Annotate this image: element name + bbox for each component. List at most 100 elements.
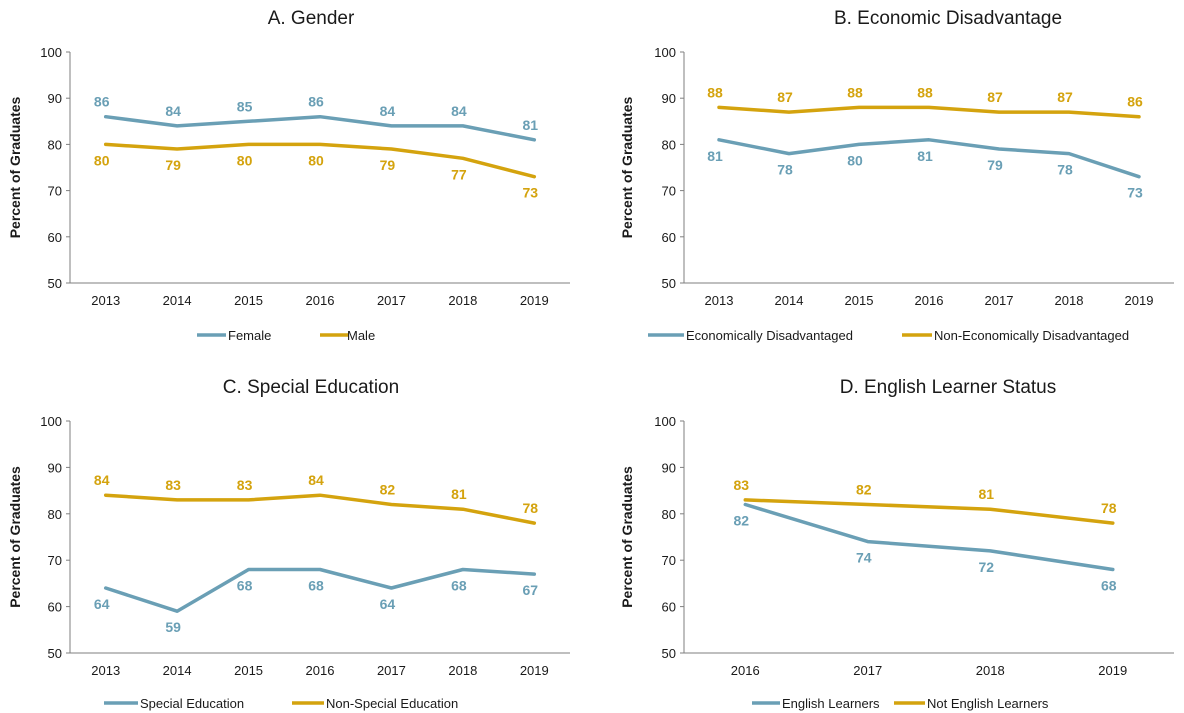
legend-entry: Male [347,328,375,343]
data-label: 59 [165,619,181,635]
x-tick-label: 2015 [234,663,263,678]
data-label: 83 [733,477,749,493]
y-tick-label: 80 [662,137,676,152]
x-tick-label: 2017 [853,663,882,678]
data-label: 67 [522,582,538,598]
data-label: 80 [308,152,324,168]
data-label: 82 [733,513,749,529]
data-label: 81 [707,148,723,164]
data-label: 78 [522,500,538,516]
x-tick-label: 2018 [448,663,477,678]
data-label: 86 [94,94,110,110]
y-axis-label: Percent of Graduates [7,466,23,608]
data-label: 80 [94,152,110,168]
data-label: 81 [917,148,933,164]
data-label: 84 [451,103,467,119]
y-tick-label: 60 [662,230,676,245]
data-label: 87 [1057,89,1073,105]
chart-title: C. Special Education [223,377,399,398]
data-label: 73 [522,185,538,201]
chart-title: A. Gender [268,8,355,29]
x-tick-label: 2014 [775,293,804,308]
y-tick-label: 70 [662,553,676,568]
y-tick-label: 50 [662,276,676,291]
x-tick-label: 2019 [1125,293,1154,308]
y-tick-label: 90 [48,91,62,106]
y-tick-label: 100 [40,414,62,429]
y-tick-label: 70 [48,184,62,199]
x-tick-label: 2018 [976,663,1005,678]
data-label: 86 [1127,94,1143,110]
data-label: 73 [1127,185,1143,201]
data-label: 80 [847,152,863,168]
series-line-1 [103,567,537,613]
data-label: 84 [94,472,110,488]
y-axis-label: Percent of Graduates [619,466,635,608]
x-tick-label: 2016 [306,663,335,678]
line-chart-a: A. Gender 50 60 70 80 90 100 2013 2014 2015 2016 20… [7,8,570,343]
series-line-2 [103,142,537,179]
chart-title: B. Economic Disadvantage [834,8,1062,29]
y-tick-label: 50 [48,646,62,661]
x-tick-label: 2017 [377,663,406,678]
data-label: 68 [451,577,467,593]
y-tick-label: 80 [48,137,62,152]
data-label: 68 [237,577,253,593]
data-label: 68 [308,577,324,593]
data-label: 85 [237,98,253,114]
data-label: 88 [847,84,863,100]
y-tick-label: 100 [654,45,676,60]
legend-entry: Female [228,328,271,343]
x-tick-label: 2018 [448,293,477,308]
legend-entry: Non-Economically Disadvantaged [934,328,1129,343]
legend-entry: Special Education [140,696,244,711]
y-tick-label: 90 [662,91,676,106]
data-label: 84 [380,103,396,119]
x-tick-label: 2014 [163,663,192,678]
y-tick-label: 80 [48,507,62,522]
y-tick-label: 60 [662,600,676,615]
chart-title: D. English Learner Status [840,377,1057,398]
data-label: 79 [165,157,181,173]
x-tick-label: 2013 [705,293,734,308]
y-tick-label: 50 [48,276,62,291]
x-tick-label: 2015 [845,293,874,308]
data-label: 68 [1101,577,1117,593]
data-label: 86 [308,94,324,110]
line-chart-c: C. Special Education 50 60 70 80 90 100 2013 201… [7,377,570,711]
y-tick-label: 60 [48,600,62,615]
data-label: 80 [237,152,253,168]
line-chart-b: B. Economic Disadvantage 50 60 70 80 90 100 201… [619,8,1174,343]
y-axis-label: Percent of Graduates [7,96,23,238]
data-label: 79 [380,157,396,173]
x-tick-label: 2013 [91,663,120,678]
data-label: 74 [856,550,872,566]
series-line-1 [743,502,1115,572]
data-label: 83 [165,477,181,493]
y-tick-label: 100 [40,45,62,60]
data-label: 87 [777,89,793,105]
y-tick-label: 100 [654,414,676,429]
x-tick-label: 2017 [377,293,406,308]
data-label: 78 [1101,500,1117,516]
data-label: 81 [522,117,538,133]
x-tick-label: 2014 [163,293,192,308]
legend-entry: Non-Special Education [326,696,458,711]
data-label: 87 [987,89,1003,105]
y-tick-label: 50 [662,646,676,661]
x-tick-label: 2019 [520,293,549,308]
y-tick-label: 90 [48,460,62,475]
series-line-2 [743,498,1115,525]
data-label: 88 [707,84,723,100]
series-line-1 [717,138,1141,179]
data-label: 78 [1057,162,1073,178]
data-label: 64 [380,596,396,612]
y-tick-label: 80 [662,507,676,522]
legend-entry: Economically Disadvantaged [686,328,853,343]
data-label: 81 [451,486,467,502]
data-label: 78 [777,162,793,178]
x-tick-label: 2016 [731,663,760,678]
x-tick-label: 2015 [234,293,263,308]
data-label: 83 [237,477,253,493]
